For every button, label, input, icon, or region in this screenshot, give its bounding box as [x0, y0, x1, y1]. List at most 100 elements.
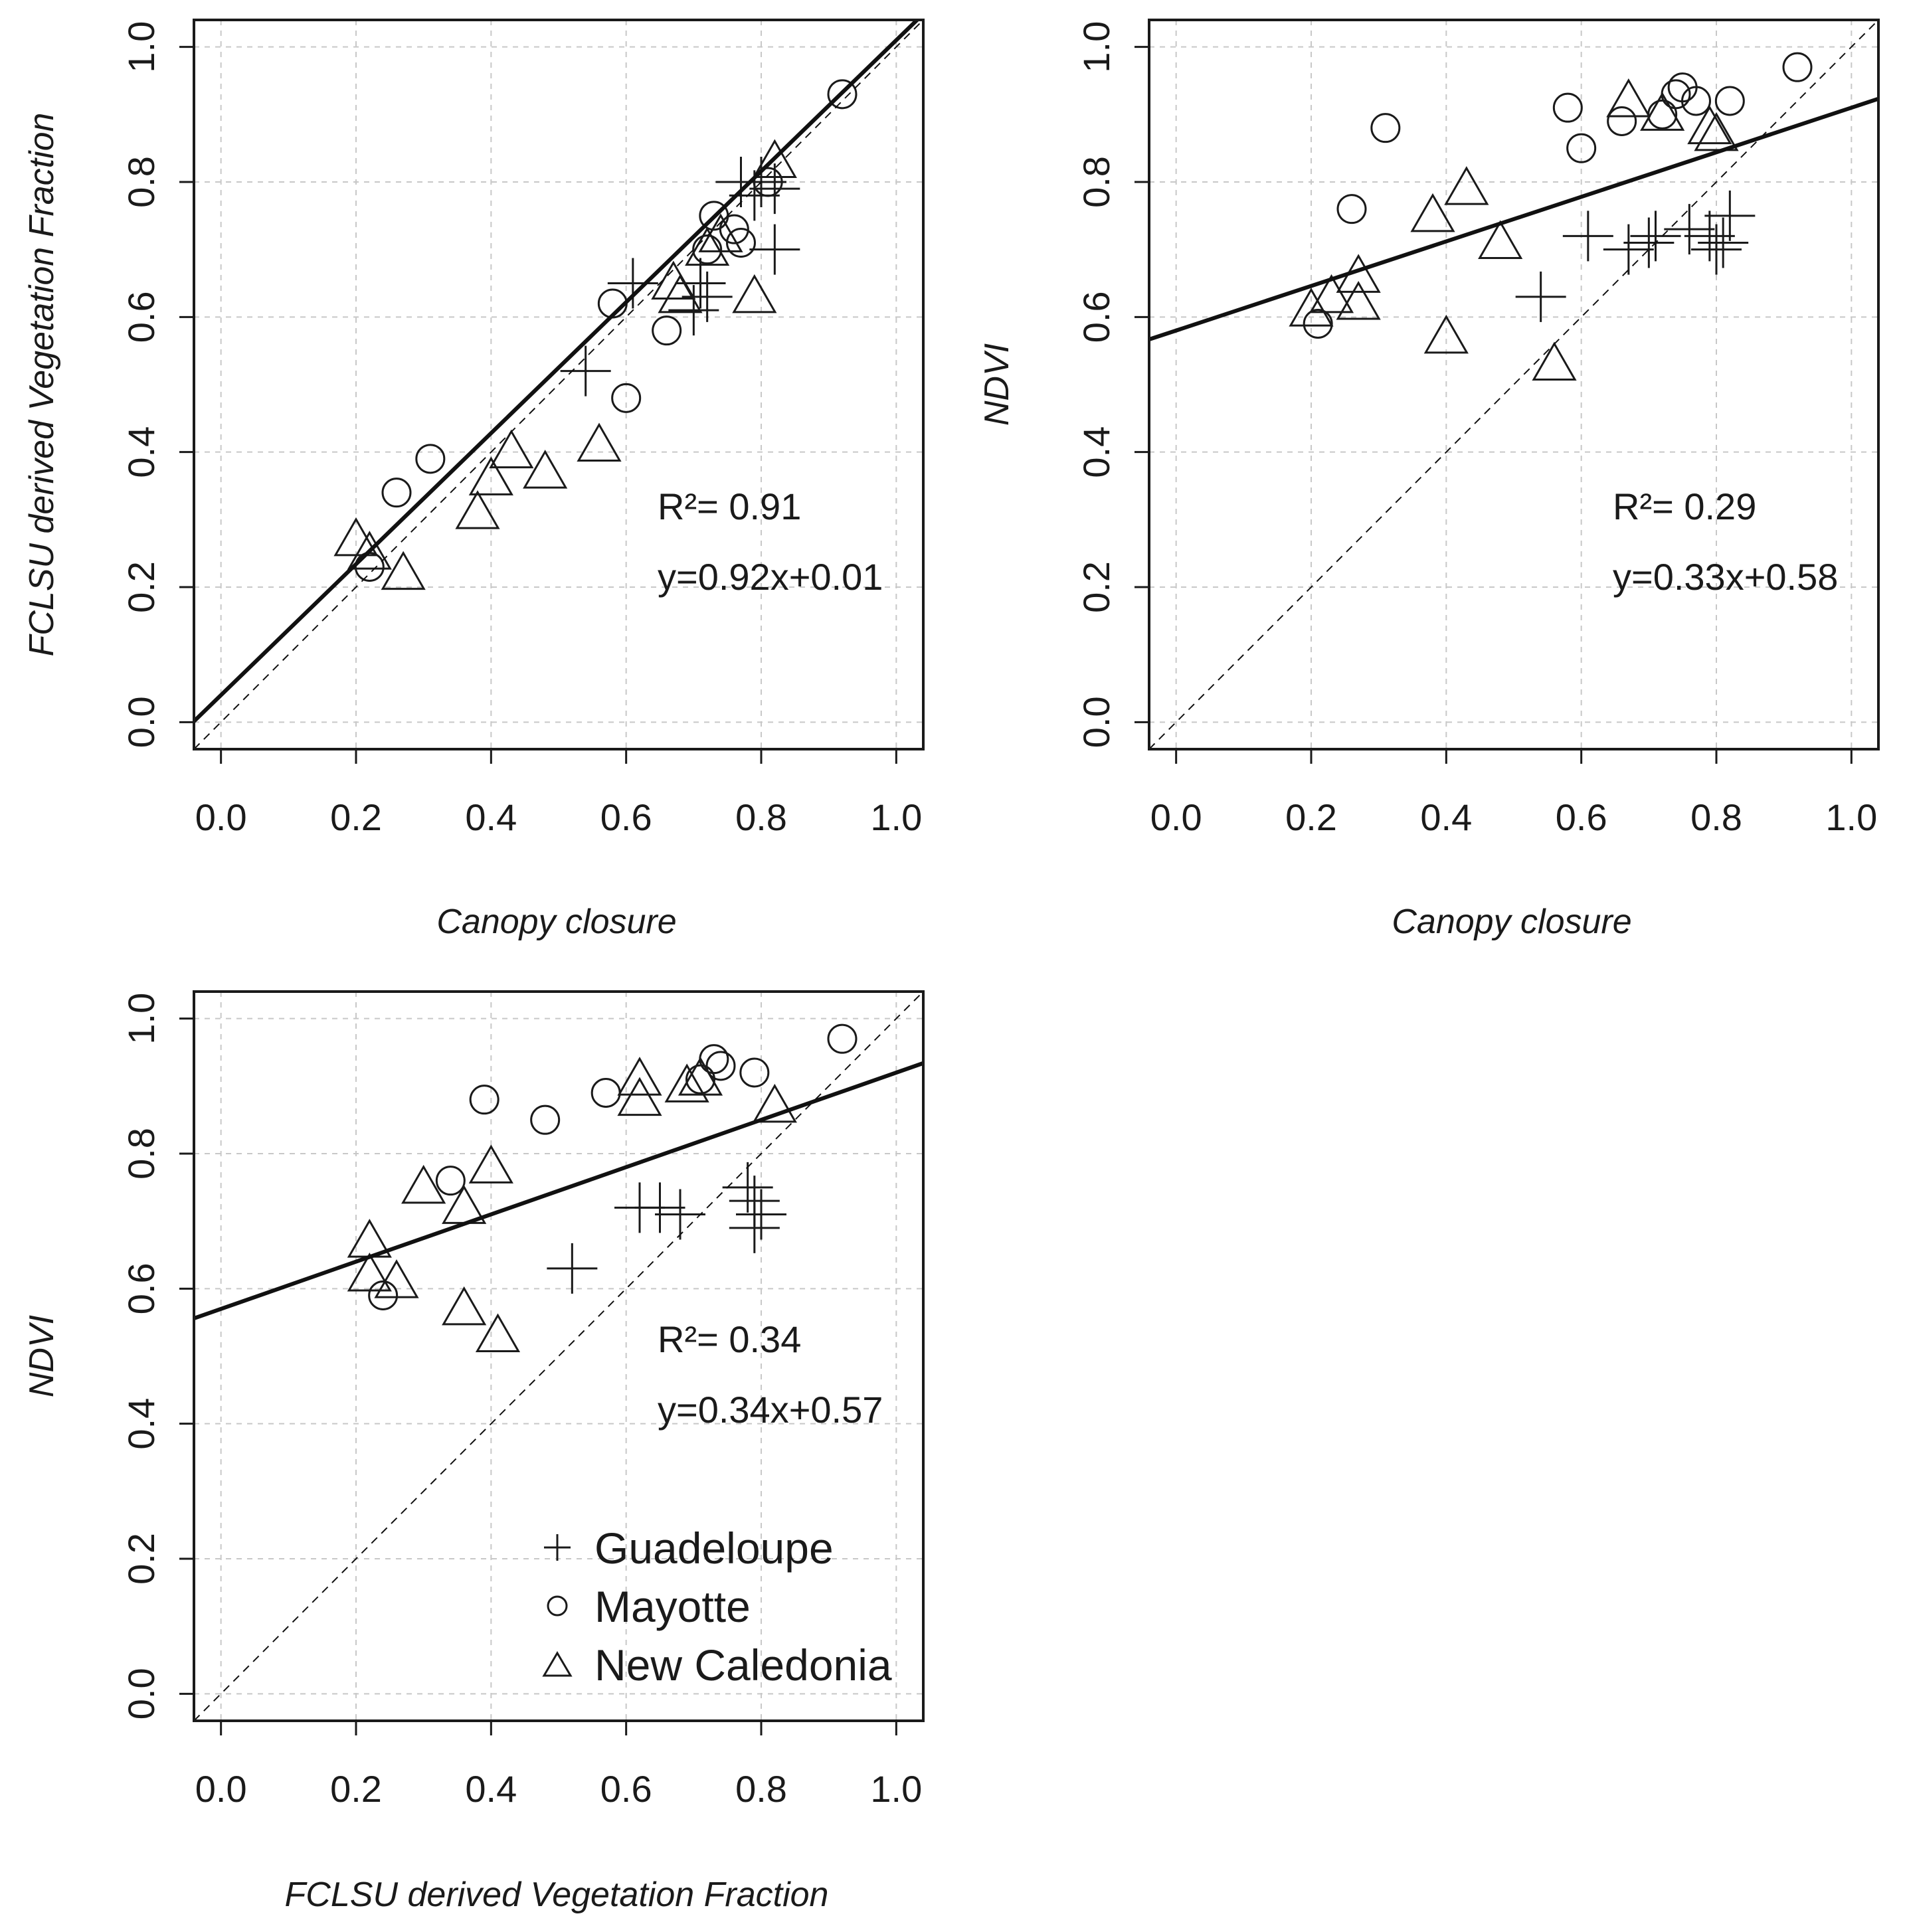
point-guadeloupe: [668, 285, 719, 336]
x-tick-label: 0.2: [330, 796, 382, 838]
point-guadeloupe: [634, 1182, 685, 1233]
one-to-one-line: [1149, 20, 1878, 749]
regression-equation: y=0.33x+0.58: [1613, 556, 1838, 598]
y-tick-label: 0.0: [120, 1668, 162, 1719]
point-new-caledonia: [1687, 105, 1732, 145]
point-guadeloupe: [729, 1202, 780, 1253]
point-new-caledonia: [678, 1057, 723, 1096]
one-to-one-line: [194, 992, 923, 1721]
regression-equation: y=0.34x+0.57: [658, 1389, 883, 1431]
point-new-caledonia: [347, 1252, 392, 1292]
legend-item-mayotte: Mayotte: [547, 1582, 751, 1631]
point-mayotte: [435, 1166, 466, 1196]
point-mayotte: [1566, 133, 1597, 163]
data-points: [333, 79, 858, 590]
point-new-caledonia: [1336, 280, 1381, 320]
point-mayotte: [1681, 86, 1711, 116]
point-guadeloupe: [1623, 217, 1675, 268]
point-new-caledonia: [347, 531, 392, 570]
point-mayotte: [1782, 52, 1813, 82]
point-mayotte: [354, 552, 385, 582]
axes: 0.0 0.0 0.2 0.2 0.4 0.4 0.6 0.6 0.8 0.8 1.0 1.0: [1075, 21, 1877, 838]
point-mayotte: [611, 383, 642, 413]
x-axis-title: FCLSU derived Vegetation Fraction: [285, 1876, 829, 1914]
point-guadeloupe: [736, 1189, 786, 1240]
point-mayotte: [726, 228, 756, 258]
x-tick-label: 0.0: [195, 1768, 247, 1810]
point-new-caledonia: [381, 551, 426, 590]
point-mayotte: [1647, 99, 1678, 130]
point-new-caledonia: [468, 456, 513, 495]
y-tick-label: 0.0: [1075, 696, 1117, 748]
point-guadeloupe: [1664, 204, 1715, 255]
point-mayotte: [368, 1280, 399, 1310]
y-tick-label: 1.0: [1075, 21, 1117, 73]
point-new-caledonia: [1423, 314, 1469, 354]
x-tick-label: 0.8: [735, 796, 787, 838]
data-points: [1289, 52, 1813, 381]
point-guadeloupe: [1698, 217, 1749, 268]
legend-triangle-icon: [542, 1651, 573, 1677]
point-guadeloupe: [1684, 211, 1735, 262]
point-new-caledonia: [468, 1144, 513, 1184]
point-mayotte: [1336, 194, 1367, 224]
lines: [194, 992, 923, 1721]
point-mayotte: [415, 444, 446, 474]
point-guadeloupe: [749, 224, 800, 275]
grid: [194, 992, 923, 1721]
point-new-caledonia: [752, 1083, 797, 1123]
point-new-caledonia: [401, 1164, 446, 1204]
point-mayotte: [699, 1044, 729, 1075]
x-tick-label: 0.4: [465, 796, 517, 838]
point-new-caledonia: [1309, 274, 1354, 313]
point-new-caledonia: [455, 490, 500, 529]
point-guadeloupe: [1691, 224, 1742, 275]
point-mayotte: [827, 1023, 858, 1054]
x-tick-label: 0.6: [600, 1768, 652, 1810]
legend-label-new-caledonia: New Caledonia: [594, 1640, 892, 1690]
x-tick-label: 0.4: [1420, 796, 1472, 838]
x-tick-label: 0.4: [465, 1768, 517, 1810]
panel-canopy-vs-fclsu: 0.0 0.0 0.2 0.2 0.4 0.4 0.6 0.6 0.8 0.8 1.0 1.0 R²=…: [23, 19, 925, 941]
point-new-caledonia: [1478, 220, 1523, 259]
point-mayotte: [1303, 309, 1333, 339]
point-guadeloupe: [1704, 190, 1756, 241]
point-new-caledonia: [1640, 92, 1685, 131]
y-axis-title: NDVI: [23, 1315, 61, 1397]
y-axis-title: FCLSU derived Vegetation Fraction: [23, 113, 61, 657]
point-mayotte: [652, 315, 682, 346]
point-new-caledonia: [577, 422, 622, 462]
point-mayotte: [590, 1078, 621, 1108]
grid: [194, 20, 923, 749]
point-new-caledonia: [489, 429, 534, 469]
x-tick-label: 0.0: [195, 796, 247, 838]
lines: [194, 20, 923, 749]
point-new-caledonia: [1694, 112, 1739, 151]
y-tick-label: 0.4: [120, 426, 162, 478]
point-guadeloupe: [607, 258, 658, 309]
legend-item-guadeloupe: Guadeloupe: [544, 1524, 834, 1573]
y-tick-label: 0.0: [120, 696, 162, 748]
point-guadeloupe: [1562, 211, 1613, 262]
y-tick-label: 0.8: [120, 156, 162, 208]
point-mayotte: [705, 1051, 736, 1081]
y-tick-label: 1.0: [120, 993, 162, 1045]
point-new-caledonia: [617, 1077, 662, 1116]
point-guadeloupe: [1515, 271, 1566, 322]
r-squared-label: R²= 0.91: [658, 485, 801, 527]
point-guadeloupe: [722, 1162, 773, 1213]
y-tick-label: 1.0: [120, 21, 162, 73]
data-points: [347, 1023, 858, 1352]
panel-canopy-vs-ndvi: 0.0 0.0 0.2 0.2 0.4 0.4 0.6 0.6 0.8 0.8 1.0 1.0 R²=…: [978, 19, 1880, 941]
r-squared-label: R²= 0.29: [1613, 485, 1756, 527]
point-guadeloupe: [560, 345, 611, 396]
point-new-caledonia: [658, 274, 703, 313]
plot-frame: [193, 990, 925, 1722]
point-new-caledonia: [752, 139, 797, 178]
regression-equation: y=0.92x+0.01: [658, 556, 883, 598]
legend-circle-icon: [547, 1595, 568, 1617]
point-mayotte: [381, 478, 412, 508]
x-tick-label: 0.2: [1285, 796, 1337, 838]
y-tick-label: 0.4: [120, 1398, 162, 1450]
